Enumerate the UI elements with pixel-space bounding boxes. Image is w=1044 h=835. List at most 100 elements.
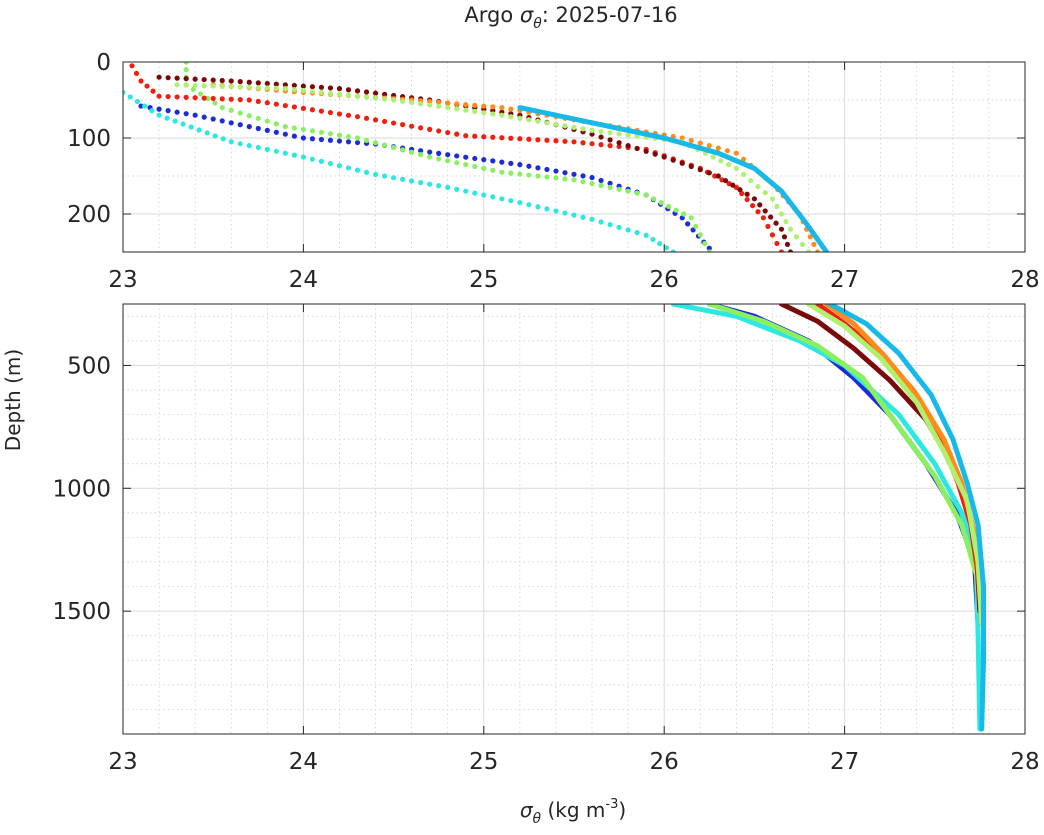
data-point bbox=[427, 126, 433, 132]
data-point bbox=[508, 170, 514, 176]
data-point bbox=[255, 80, 261, 86]
data-point bbox=[787, 226, 794, 232]
data-point bbox=[201, 83, 207, 89]
data-point bbox=[526, 136, 532, 142]
data-point bbox=[702, 240, 708, 247]
data-point bbox=[255, 125, 261, 132]
data-point bbox=[481, 192, 487, 198]
data-point bbox=[183, 76, 189, 82]
data-point bbox=[481, 157, 487, 163]
data-point bbox=[300, 105, 306, 111]
data-point bbox=[679, 135, 685, 141]
data-point bbox=[363, 169, 370, 175]
data-point bbox=[133, 70, 140, 76]
data-point bbox=[400, 98, 406, 104]
data-point bbox=[598, 134, 604, 140]
data-point bbox=[190, 86, 196, 92]
data-point bbox=[291, 104, 297, 110]
data-point bbox=[336, 163, 343, 169]
data-point bbox=[345, 92, 352, 98]
data-point bbox=[400, 147, 406, 153]
series-line-8 bbox=[827, 304, 987, 732]
data-point bbox=[589, 174, 595, 181]
data-point bbox=[490, 104, 496, 110]
data-point bbox=[172, 118, 178, 124]
data-point bbox=[454, 186, 460, 192]
data-point bbox=[544, 206, 550, 212]
data-point bbox=[196, 127, 202, 133]
data-point bbox=[123, 89, 126, 95]
data-point bbox=[156, 74, 162, 80]
data-point bbox=[526, 172, 532, 178]
data-point bbox=[300, 87, 306, 94]
data-point bbox=[445, 158, 451, 164]
data-point bbox=[372, 95, 379, 101]
data-point bbox=[481, 110, 487, 116]
data-point bbox=[354, 114, 361, 120]
data-point bbox=[327, 109, 334, 116]
data-point bbox=[517, 136, 523, 142]
data-point bbox=[418, 152, 424, 158]
data-point bbox=[336, 91, 343, 97]
data-point bbox=[318, 136, 325, 143]
data-point bbox=[327, 85, 334, 91]
x-tick-label: 24 bbox=[289, 749, 318, 775]
data-point bbox=[156, 93, 162, 99]
data-point bbox=[562, 170, 568, 176]
data-point bbox=[282, 150, 288, 156]
data-point bbox=[197, 91, 204, 97]
data-point bbox=[174, 109, 180, 115]
data-point bbox=[264, 85, 270, 91]
data-point bbox=[688, 137, 694, 144]
data-point bbox=[598, 182, 604, 189]
data-point bbox=[318, 84, 325, 90]
data-point bbox=[651, 196, 657, 202]
data-point bbox=[174, 82, 180, 88]
data-point bbox=[472, 102, 478, 108]
x-tick-label: 23 bbox=[108, 267, 137, 293]
data-point bbox=[805, 249, 812, 252]
data-point bbox=[192, 112, 198, 118]
data-point bbox=[650, 236, 656, 243]
data-point bbox=[733, 150, 739, 156]
y-axis-label: Depth (m) bbox=[1, 349, 25, 451]
y-tick-label: 500 bbox=[67, 353, 111, 379]
data-point bbox=[706, 170, 712, 176]
data-point bbox=[164, 115, 170, 121]
data-point bbox=[744, 196, 750, 203]
data-point bbox=[255, 144, 261, 151]
data-point bbox=[508, 135, 514, 141]
series-line-8 bbox=[517, 105, 830, 252]
series-line-3 bbox=[706, 304, 985, 626]
data-point bbox=[733, 165, 739, 171]
data-point bbox=[697, 140, 703, 146]
data-point bbox=[129, 63, 135, 69]
data-point bbox=[778, 226, 785, 232]
data-point bbox=[149, 108, 155, 114]
data-point bbox=[769, 196, 776, 202]
data-point bbox=[264, 80, 270, 87]
data-point bbox=[765, 223, 771, 229]
data-point bbox=[472, 163, 478, 170]
data-point bbox=[481, 134, 487, 140]
data-point bbox=[760, 215, 767, 221]
data-point bbox=[544, 166, 550, 173]
data-point bbox=[345, 165, 352, 171]
data-point bbox=[282, 86, 288, 92]
data-point bbox=[499, 105, 505, 111]
data-point bbox=[300, 135, 306, 141]
data-point bbox=[463, 154, 469, 160]
data-point bbox=[273, 148, 279, 154]
data-point bbox=[787, 249, 794, 252]
data-point bbox=[744, 191, 750, 197]
data-point bbox=[762, 208, 768, 214]
data-point bbox=[499, 169, 505, 175]
data-point bbox=[517, 115, 523, 121]
data-point bbox=[553, 208, 559, 214]
data-point bbox=[273, 85, 279, 91]
data-point bbox=[811, 241, 817, 247]
data-point bbox=[454, 106, 460, 112]
data-point bbox=[607, 130, 613, 136]
data-point bbox=[237, 141, 243, 147]
data-point bbox=[282, 82, 288, 88]
